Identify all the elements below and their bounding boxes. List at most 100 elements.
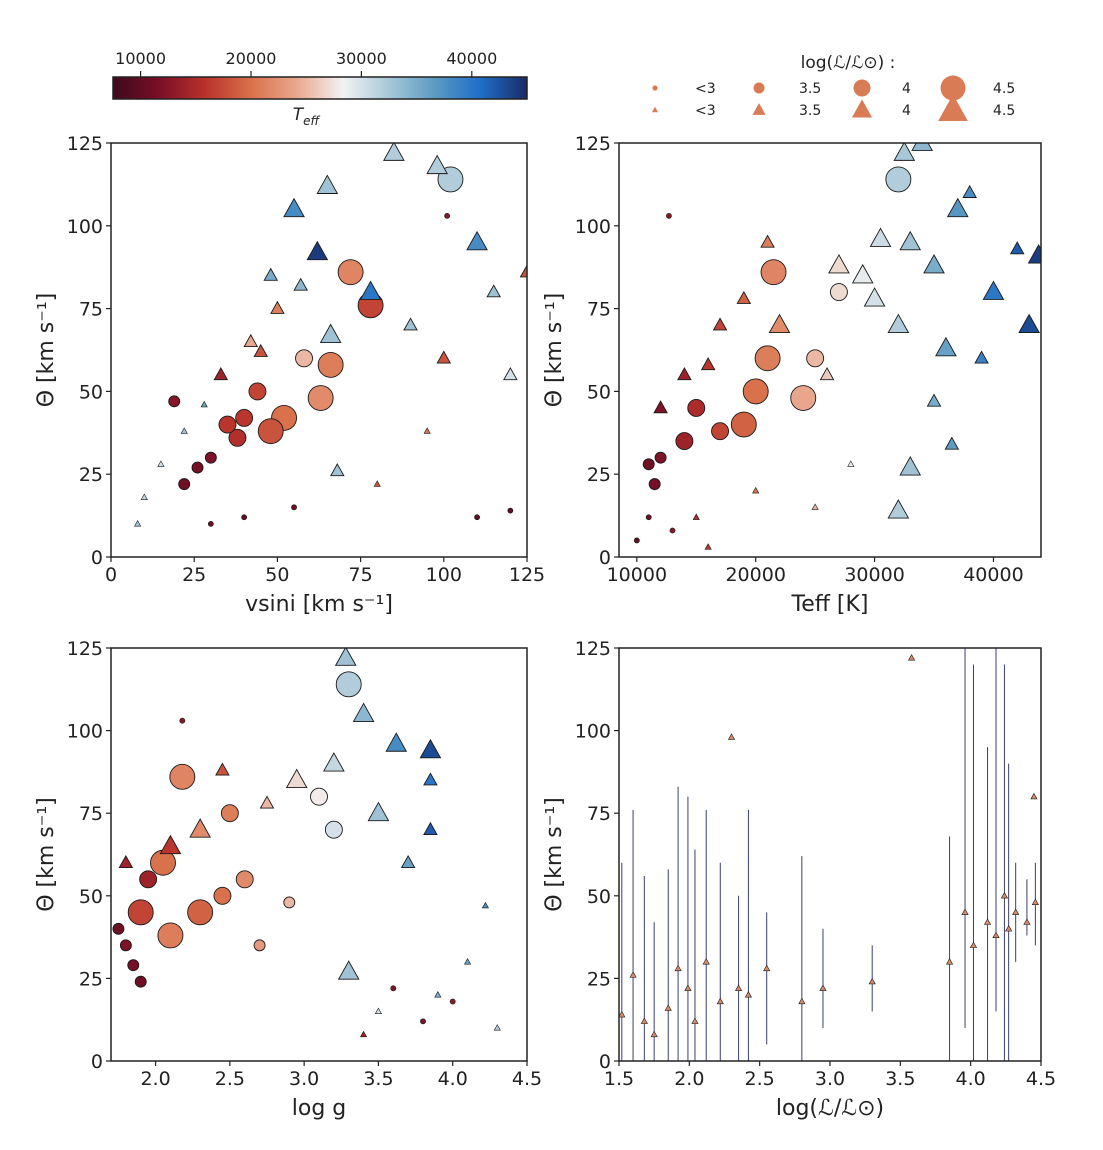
data-point — [359, 1030, 368, 1038]
data-point — [434, 991, 442, 998]
legend-triangle-label: 3.5 — [799, 103, 821, 119]
data-point — [419, 738, 442, 759]
x-tick-label: 4.0 — [438, 1068, 468, 1090]
data-point — [179, 717, 186, 724]
data-point — [828, 253, 850, 274]
data-point — [730, 411, 757, 438]
data-point — [692, 513, 700, 520]
data-point — [436, 350, 452, 364]
data-point — [352, 702, 375, 722]
x-axis-label: Teff [K] — [791, 592, 869, 617]
data-point — [444, 212, 451, 219]
data-point — [734, 984, 743, 991]
data-point — [926, 393, 942, 407]
data-point — [466, 230, 488, 251]
data-point — [629, 971, 637, 978]
data-point — [317, 351, 344, 378]
data-point — [423, 772, 438, 786]
data-point — [373, 480, 381, 487]
data-point — [359, 280, 382, 300]
data-point — [887, 313, 910, 334]
data-point — [390, 985, 397, 992]
data-point — [760, 259, 787, 286]
data-point — [711, 422, 729, 441]
y-tick-label: 50 — [587, 886, 611, 908]
x-tick-label: 30000 — [844, 564, 904, 586]
data-point — [207, 520, 214, 527]
data-point — [669, 527, 676, 534]
y-tick-label: 75 — [587, 803, 611, 825]
data-point — [961, 908, 969, 915]
x-tick-label: 4.5 — [1026, 1068, 1056, 1090]
y-axis-label: Θ [km s⁻¹] — [34, 797, 59, 912]
data-point — [263, 267, 279, 281]
data-point — [248, 382, 267, 401]
data-point — [204, 451, 217, 464]
data-point — [992, 931, 1000, 939]
legend-circle-label: 4 — [902, 81, 911, 97]
data-point — [674, 964, 682, 972]
colorbar: 10000 20000 30000 40000 Teff — [112, 49, 528, 128]
data-point — [383, 143, 405, 161]
data-point — [178, 478, 191, 491]
data-point — [400, 854, 416, 869]
data-point — [322, 752, 345, 772]
x-tick-label: 4.5 — [512, 1068, 542, 1090]
data-point — [893, 143, 916, 161]
y-tick-label: 100 — [575, 216, 611, 238]
data-point — [923, 253, 945, 274]
data-point — [259, 795, 275, 809]
colorbar-tick-label: 40000 — [446, 49, 497, 68]
data-point — [1023, 918, 1031, 925]
data-point — [127, 959, 140, 972]
data-point — [187, 899, 214, 926]
colorbar-tick-label: 10000 — [115, 49, 166, 68]
data-point — [768, 313, 791, 334]
axes-frame — [110, 647, 528, 1062]
data-point — [127, 899, 154, 926]
data-point — [420, 1018, 426, 1025]
axes-frame — [618, 647, 1042, 1062]
panel-vsini: 0 25 50 75 100 125 0 25 50 75 100 125 vsini [km s⁻¹]… — [34, 133, 545, 617]
x-tick-label: 4.0 — [956, 1068, 986, 1090]
data-point — [316, 174, 339, 194]
data-point — [633, 537, 640, 544]
x-axis-label: vsini [km s⁻¹] — [245, 592, 393, 617]
data-point — [291, 504, 297, 511]
data-point — [983, 918, 992, 925]
data-point — [754, 345, 781, 372]
legend-triangle-marker — [651, 106, 659, 113]
x-tick-label: 100 — [426, 564, 462, 586]
data-point — [946, 197, 969, 218]
x-tick-label: 1.5 — [604, 1068, 634, 1090]
y-tick-label: 125 — [67, 638, 103, 660]
data-point — [215, 762, 230, 776]
y-tick-label: 125 — [67, 133, 103, 155]
data-point — [474, 514, 480, 521]
data-point — [736, 290, 752, 304]
data-point — [337, 259, 364, 286]
data-point — [367, 801, 390, 822]
data-point — [899, 230, 922, 251]
data-point — [640, 1017, 648, 1024]
axes-frame — [618, 142, 1042, 558]
panel-logl: 1.5 2.0 2.5 3.0 3.5 4.0 4.5 0 25 50 75 100 125 log(ℒ/… — [542, 638, 1056, 1121]
y-axis-label: Θ [km s⁻¹] — [34, 293, 59, 408]
data-point — [493, 1024, 501, 1031]
x-axis-label: log g — [292, 1096, 347, 1121]
data-point — [727, 733, 736, 740]
legend-circle-label: <3 — [695, 81, 716, 97]
data-point — [403, 317, 418, 331]
data-point — [911, 143, 933, 151]
y-tick-label: 75 — [587, 299, 611, 321]
data-point — [112, 922, 125, 935]
data-point — [945, 958, 954, 965]
data-point — [306, 240, 329, 261]
data-point — [319, 323, 342, 343]
y-tick-label: 25 — [79, 968, 103, 990]
data-point — [851, 263, 874, 284]
data-point — [982, 280, 1005, 300]
data-point — [134, 975, 147, 988]
data-point — [654, 451, 667, 464]
